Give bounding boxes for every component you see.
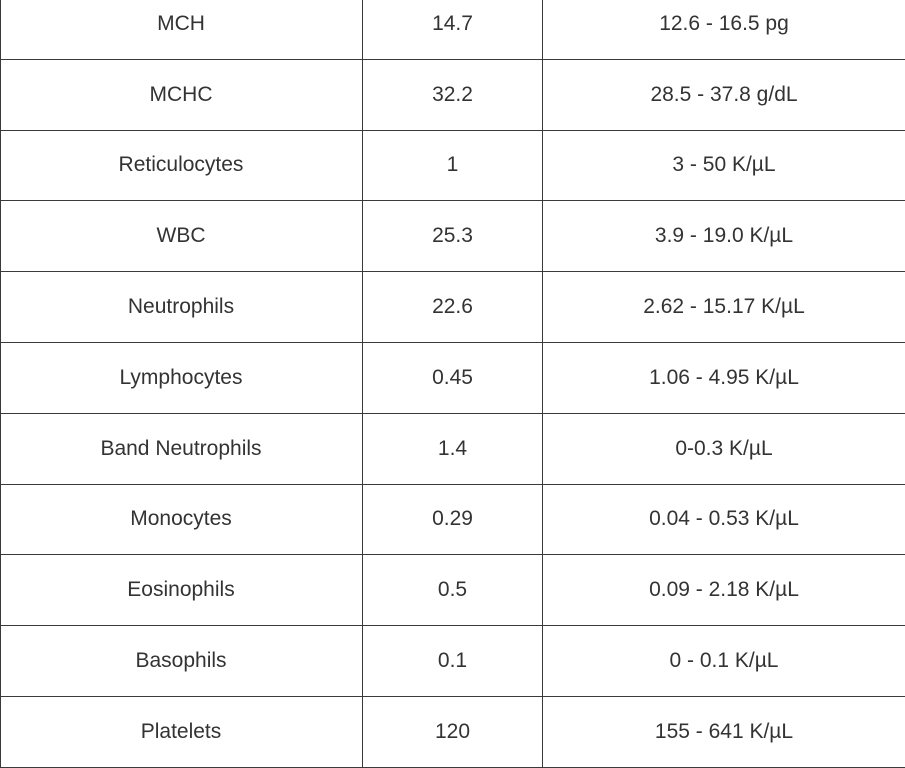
- table-row: Reticulocytes 1 3 - 50 K/µL: [1, 130, 905, 201]
- reference-range-cell: 12.6 - 16.5 pg: [543, 0, 905, 59]
- table-row: Band Neutrophils 1.4 0-0.3 K/µL: [1, 413, 905, 484]
- reference-range-cell: 1.06 - 4.95 K/µL: [543, 342, 905, 413]
- result-value-cell: 25.3: [363, 201, 543, 272]
- reference-range-cell: 0 - 0.1 K/µL: [543, 626, 905, 697]
- table-row: Platelets 120 155 - 641 K/µL: [1, 696, 905, 767]
- result-value-cell: 1: [363, 130, 543, 201]
- reference-range-cell: 3 - 50 K/µL: [543, 130, 905, 201]
- result-value-cell: 0.5: [363, 555, 543, 626]
- table-row: WBC 25.3 3.9 - 19.0 K/µL: [1, 201, 905, 272]
- result-value-cell: 0.45: [363, 342, 543, 413]
- table-row: Monocytes 0.29 0.04 - 0.53 K/µL: [1, 484, 905, 555]
- test-name-cell: WBC: [1, 201, 363, 272]
- table-row: Eosinophils 0.5 0.09 - 2.18 K/µL: [1, 555, 905, 626]
- reference-range-cell: 28.5 - 37.8 g/dL: [543, 59, 905, 130]
- test-name-cell: Band Neutrophils: [1, 413, 363, 484]
- test-name-cell: MCH: [1, 0, 363, 59]
- test-name-cell: Eosinophils: [1, 555, 363, 626]
- result-value-cell: 0.1: [363, 626, 543, 697]
- reference-range-cell: 0.09 - 2.18 K/µL: [543, 555, 905, 626]
- result-value-cell: 22.6: [363, 272, 543, 343]
- result-value-cell: 120: [363, 696, 543, 767]
- reference-range-cell: 155 - 641 K/µL: [543, 696, 905, 767]
- table-row: MCH 14.7 12.6 - 16.5 pg: [1, 0, 905, 59]
- reference-range-cell: 0-0.3 K/µL: [543, 413, 905, 484]
- result-value-cell: 14.7: [363, 0, 543, 59]
- table-row: MCHC 32.2 28.5 - 37.8 g/dL: [1, 59, 905, 130]
- reference-range-cell: 3.9 - 19.0 K/µL: [543, 201, 905, 272]
- table-row: Neutrophils 22.6 2.62 - 15.17 K/µL: [1, 272, 905, 343]
- test-name-cell: Reticulocytes: [1, 130, 363, 201]
- test-name-cell: Neutrophils: [1, 272, 363, 343]
- test-name-cell: Monocytes: [1, 484, 363, 555]
- table-row: Basophils 0.1 0 - 0.1 K/µL: [1, 626, 905, 697]
- result-value-cell: 32.2: [363, 59, 543, 130]
- test-name-cell: MCHC: [1, 59, 363, 130]
- table-row: Lymphocytes 0.45 1.06 - 4.95 K/µL: [1, 342, 905, 413]
- result-value-cell: 0.29: [363, 484, 543, 555]
- test-name-cell: Platelets: [1, 696, 363, 767]
- result-value-cell: 1.4: [363, 413, 543, 484]
- test-name-cell: Lymphocytes: [1, 342, 363, 413]
- reference-range-cell: 0.04 - 0.53 K/µL: [543, 484, 905, 555]
- test-name-cell: Basophils: [1, 626, 363, 697]
- reference-range-cell: 2.62 - 15.17 K/µL: [543, 272, 905, 343]
